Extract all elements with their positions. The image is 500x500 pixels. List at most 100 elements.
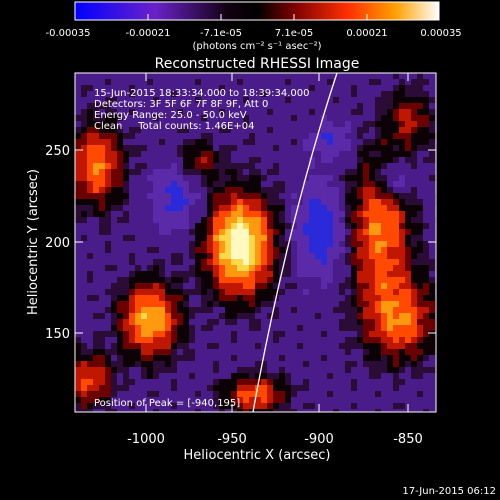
map-pixel [135,373,141,379]
map-pixel [75,391,81,397]
map-pixel [291,187,297,193]
map-pixel [219,409,225,412]
map-pixel [171,295,177,301]
map-pixel [411,391,417,397]
map-pixel [381,175,387,181]
map-pixel [219,319,225,325]
map-pixel [117,349,123,355]
map-pixel [105,199,111,205]
map-pixel [369,175,375,181]
map-pixel [201,301,207,307]
map-pixel [195,139,201,145]
map-pixel [411,301,417,307]
map-pixel [261,391,267,397]
map-pixel [273,361,279,367]
map-pixel [117,151,123,157]
map-pixel [375,391,381,397]
map-pixel [357,313,363,319]
map-pixel [273,229,279,235]
map-pixel [267,307,273,313]
map-pixel [183,187,189,193]
map-pixel [255,271,261,277]
map-pixel [237,319,243,325]
map-pixel [135,235,141,241]
map-pixel [129,217,135,223]
map-pixel [417,199,423,205]
map-pixel [87,289,93,295]
map-pixel [381,223,387,229]
map-pixel [417,373,423,379]
map-pixel [345,235,351,241]
map-pixel [99,265,105,271]
map-pixel [189,301,195,307]
map-pixel [165,175,171,181]
map-pixel [75,181,81,187]
map-pixel [411,217,417,223]
map-pixel [165,313,171,319]
map-pixel [177,211,183,217]
map-pixel [129,397,135,403]
map-pixel [321,73,327,79]
map-pixel [297,85,303,91]
map-pixel [93,259,99,265]
map-pixel [321,211,327,217]
map-pixel [417,271,423,277]
map-pixel [237,397,243,403]
map-pixel [393,139,399,145]
map-pixel [375,385,381,391]
map-pixel [333,403,339,409]
map-pixel [423,109,429,115]
map-pixel [105,409,111,412]
map-pixel [363,169,369,175]
map-pixel [123,187,129,193]
map-pixel [279,85,285,91]
map-pixel [387,271,393,277]
map-pixel [195,343,201,349]
map-pixel [105,349,111,355]
map-pixel [351,265,357,271]
map-pixel [99,307,105,313]
map-pixel [387,241,393,247]
map-pixel [345,187,351,193]
map-pixel [261,229,267,235]
map-pixel [297,361,303,367]
map-pixel [75,175,81,181]
map-pixel [117,175,123,181]
map-pixel [273,313,279,319]
map-pixel [189,157,195,163]
map-pixel [165,343,171,349]
map-pixel [195,187,201,193]
map-pixel [135,409,141,412]
map-pixel [285,313,291,319]
map-pixel [393,319,399,325]
map-pixel [285,343,291,349]
map-pixel [171,373,177,379]
map-pixel [171,187,177,193]
map-pixel [81,391,87,397]
map-pixel [351,403,357,409]
map-pixel [141,325,147,331]
map-pixel [195,235,201,241]
map-pixel [81,223,87,229]
map-pixel [165,217,171,223]
map-pixel [195,79,201,85]
map-pixel [327,343,333,349]
map-pixel [339,163,345,169]
map-pixel [99,271,105,277]
map-pixel [207,277,213,283]
map-pixel [369,133,375,139]
map-pixel [87,331,93,337]
map-pixel [81,397,87,403]
map-pixel [387,367,393,373]
map-pixel [285,355,291,361]
map-pixel [273,289,279,295]
map-pixel [273,271,279,277]
map-pixel [261,271,267,277]
map-pixel [243,289,249,295]
map-pixel [327,337,333,343]
map-pixel [129,337,135,343]
map-pixel [423,133,429,139]
map-pixel [201,337,207,343]
map-pixel [411,247,417,253]
map-pixel [273,307,279,313]
